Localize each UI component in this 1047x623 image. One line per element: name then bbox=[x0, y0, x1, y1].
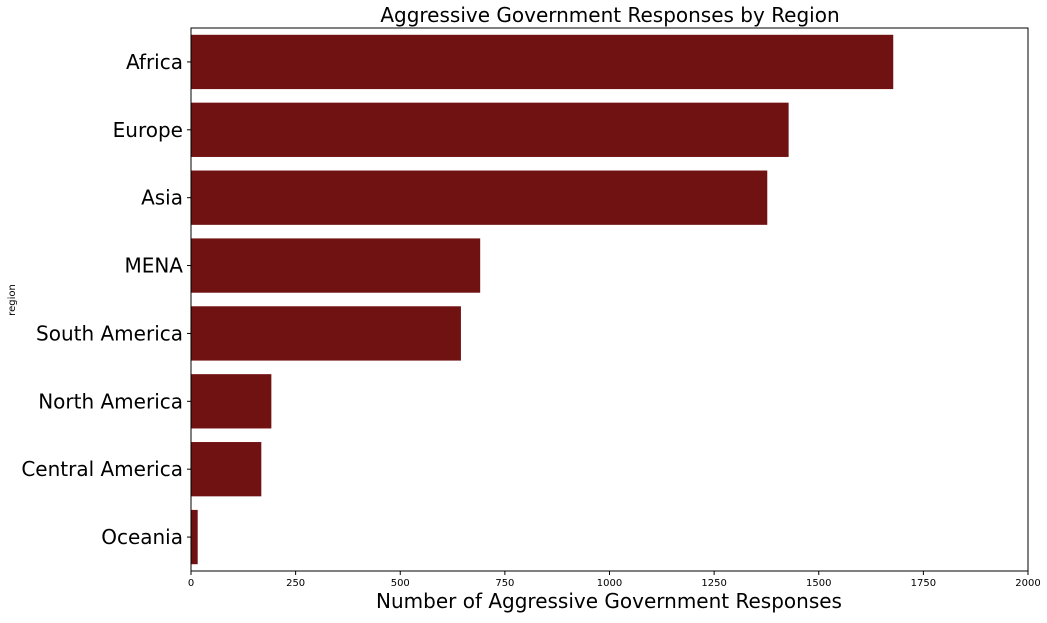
bar-oceania bbox=[191, 509, 198, 565]
bar-north-america bbox=[191, 374, 272, 429]
category-label: Africa bbox=[126, 50, 183, 74]
x-tick-label: 1500 bbox=[806, 578, 831, 589]
bars-group bbox=[191, 34, 894, 565]
bar-mena bbox=[191, 238, 481, 293]
category-label: Europe bbox=[113, 118, 183, 142]
x-axis-ticks: 0 250 500 750 1000 1250 1500 1750 2000 bbox=[188, 571, 1041, 589]
category-label: Central America bbox=[21, 457, 183, 481]
category-labels: Africa Europe Asia MENA South America North A… bbox=[21, 50, 191, 549]
category-label: Asia bbox=[141, 186, 183, 210]
x-tick-label: 250 bbox=[286, 578, 305, 589]
x-tick-label: 500 bbox=[391, 578, 410, 589]
x-tick-label: 0 bbox=[188, 578, 194, 589]
x-tick-label: 1000 bbox=[597, 578, 622, 589]
bar-africa bbox=[191, 34, 894, 90]
bar-europe bbox=[191, 102, 789, 157]
category-label: Oceania bbox=[101, 525, 183, 549]
x-axis-label: Number of Aggressive Government Response… bbox=[376, 589, 842, 613]
category-label: MENA bbox=[124, 254, 183, 278]
x-tick-label: 750 bbox=[495, 578, 514, 589]
x-tick-label: 1250 bbox=[701, 578, 726, 589]
y-axis-label: region bbox=[7, 284, 18, 316]
category-label: South America bbox=[36, 321, 183, 345]
x-tick-label: 1750 bbox=[911, 578, 936, 589]
category-label: North America bbox=[38, 389, 183, 413]
x-tick-label: 2000 bbox=[1015, 578, 1040, 589]
bar-south-america bbox=[191, 306, 461, 361]
bar-asia bbox=[191, 170, 768, 225]
chart-title: Aggressive Government Responses by Regio… bbox=[380, 3, 839, 27]
bar-central-america bbox=[191, 442, 262, 497]
